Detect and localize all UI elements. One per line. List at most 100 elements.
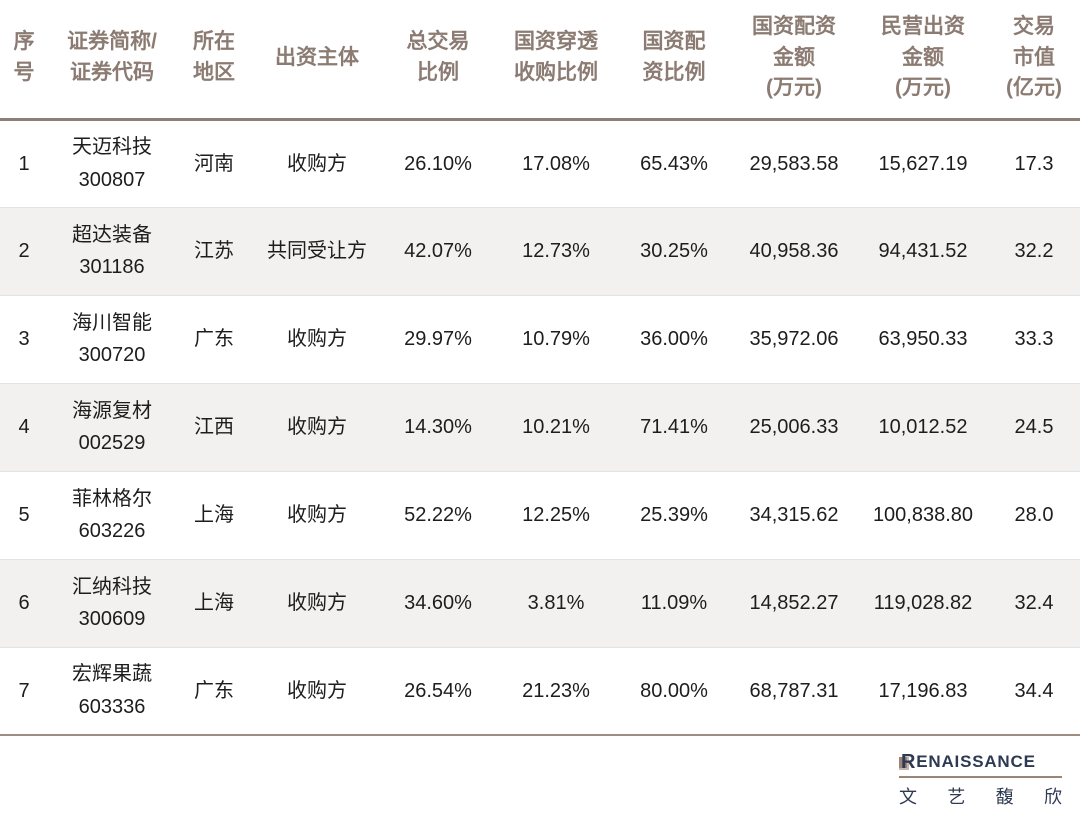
cell-security-name: 天迈科技 (72, 136, 152, 159)
table-row: 4 海源复材 002529 江西 收购方 14.30% 10.21% 71.41… (0, 382, 1080, 471)
cell-region: 江西 (176, 382, 252, 471)
cell-security-code: 603336 (78, 695, 146, 718)
cell-index: 7 (0, 646, 48, 736)
table-body: 1 天迈科技 300807 河南 收购方 26.10% 17.08% 65.43… (0, 119, 1080, 736)
col-header-entity: 出资主体 (252, 0, 382, 121)
header-row: 序 号 证券简称/ 证券代码 所在 地区 出资主体 总交易 比例 国资穿透 收购… (0, 0, 1080, 121)
cell-state-amount: 29,583.58 (749, 152, 839, 175)
cell-market-value: 28.0 (988, 470, 1080, 559)
cell-security: 天迈科技 300807 (48, 119, 176, 207)
cell-state-amount: 68,787.31 (730, 646, 858, 736)
cell-index: 1 (18, 152, 30, 175)
cell-penetration-ratio: 10.21% (494, 382, 618, 471)
cell-private-amount: 17,196.83 (858, 646, 988, 736)
cell-entity: 收购方 (252, 646, 382, 736)
cell-total-ratio: 26.54% (382, 646, 494, 736)
cell-penetration-ratio: 12.25% (494, 470, 618, 559)
cell-security: 海川智能 300720 (48, 294, 176, 383)
cell-security: 宏辉果蔬 603336 (48, 646, 176, 736)
table-row: 5 菲林格尔 603226 上海 收购方 52.22% 12.25% 25.39… (0, 470, 1080, 559)
logo-wordmark-rest: ENAISSANCE (916, 752, 1036, 771)
table-row: 6 汇纳科技 300609 上海 收购方 34.60% 3.81% 11.09%… (0, 558, 1080, 647)
col-header-security: 证券简称/ 证券代码 (48, 0, 176, 121)
cell-security-code: 300720 (78, 344, 146, 366)
cell-security: 汇纳科技 300609 (48, 558, 176, 647)
cell-region: 上海 (176, 470, 252, 559)
table-row: 2 超达装备 301186 江苏 共同受让方 42.07% 12.73% 30.… (0, 206, 1080, 295)
cell-security: 超达装备 301186 (48, 206, 176, 295)
cell-index: 4 (0, 382, 48, 471)
col-header-total-ratio: 总交易 比例 (382, 0, 494, 121)
cell-region: 广东 (176, 646, 252, 736)
cell-penetration-ratio: 21.23% (494, 646, 618, 736)
cell-allocation-ratio: 80.00% (618, 646, 730, 736)
logo-square-mark-icon (899, 757, 909, 770)
cell-security-code: 300609 (78, 608, 146, 630)
table-row: 1 天迈科技 300807 河南 收购方 26.10% 17.08% 65.43… (0, 119, 1080, 207)
cell-total-ratio: 34.60% (382, 558, 494, 647)
state-capital-acquisition-table: 序 号 证券简称/ 证券代码 所在 地区 出资主体 总交易 比例 国资穿透 收购… (0, 0, 1080, 736)
cell-total-ratio: 14.30% (382, 382, 494, 471)
table-header: 序 号 证券简称/ 证券代码 所在 地区 出资主体 总交易 比例 国资穿透 收购… (0, 0, 1080, 121)
cell-market-value: 32.4 (988, 558, 1080, 647)
col-header-state-amount: 国资配资 金额 (万元) (730, 0, 858, 121)
cell-allocation-ratio: 36.00% (618, 294, 730, 383)
cell-security-name: 菲林格尔 (72, 487, 152, 510)
cell-total-ratio: 26.10% (404, 152, 472, 175)
cell-security-name: 海源复材 (72, 399, 152, 422)
cell-region: 河南 (194, 152, 234, 175)
cell-private-amount: 100,838.80 (858, 470, 988, 559)
cell-market-value: 34.4 (988, 646, 1080, 736)
logo-initial-letter: R (901, 751, 917, 773)
cell-allocation-ratio: 71.41% (618, 382, 730, 471)
cell-security-code: 603226 (78, 520, 146, 542)
cell-index: 3 (0, 294, 48, 383)
cell-penetration-ratio: 17.08% (522, 152, 590, 175)
cell-penetration-ratio: 3.81% (494, 558, 618, 647)
cell-entity: 共同受让方 (252, 206, 382, 295)
cell-total-ratio: 29.97% (382, 294, 494, 383)
cell-security-code: 002529 (78, 432, 146, 454)
table-row: 3 海川智能 300720 广东 收购方 29.97% 10.79% 36.00… (0, 294, 1080, 383)
col-header-market-value: 交易 市值 (亿元) (988, 0, 1080, 121)
cell-security-code: 300807 (78, 168, 146, 191)
cell-entity: 收购方 (252, 382, 382, 471)
col-header-region: 所在 地区 (176, 0, 252, 121)
col-header-index: 序 号 (0, 0, 48, 121)
cell-market-value: 33.3 (988, 294, 1080, 383)
cell-private-amount: 15,627.19 (878, 152, 968, 175)
cell-market-value: 17.3 (1014, 152, 1054, 175)
cell-allocation-ratio: 25.39% (618, 470, 730, 559)
cell-security-name: 超达装备 (72, 223, 152, 246)
cell-security-name: 汇纳科技 (72, 575, 152, 598)
cell-security-name: 宏辉果蔬 (72, 663, 152, 686)
cell-state-amount: 40,958.36 (730, 206, 858, 295)
cell-penetration-ratio: 12.73% (494, 206, 618, 295)
logo-wordmark: R ENAISSANCE (899, 752, 1062, 778)
cell-allocation-ratio: 65.43% (640, 152, 708, 175)
cell-state-amount: 25,006.33 (730, 382, 858, 471)
col-header-private-amount: 民营出资 金额 (万元) (858, 0, 988, 121)
cell-index: 2 (0, 206, 48, 295)
cell-private-amount: 119,028.82 (858, 558, 988, 647)
cell-region: 江苏 (176, 206, 252, 295)
cell-state-amount: 34,315.62 (730, 470, 858, 559)
cell-security-name: 海川智能 (72, 311, 152, 334)
cell-security: 菲林格尔 603226 (48, 470, 176, 559)
cell-total-ratio: 52.22% (382, 470, 494, 559)
cell-market-value: 24.5 (988, 382, 1080, 471)
logo-chinese-name: 文 艺 馥 欣 (899, 787, 1062, 807)
cell-private-amount: 94,431.52 (858, 206, 988, 295)
cell-penetration-ratio: 10.79% (494, 294, 618, 383)
cell-allocation-ratio: 30.25% (618, 206, 730, 295)
footer: R ENAISSANCE 文 艺 馥 欣 (0, 736, 1080, 809)
cell-entity: 收购方 (252, 470, 382, 559)
cell-state-amount: 14,852.27 (730, 558, 858, 647)
cell-private-amount: 10,012.52 (858, 382, 988, 471)
cell-private-amount: 63,950.33 (858, 294, 988, 383)
cell-entity: 收购方 (252, 558, 382, 647)
col-header-allocation-ratio: 国资配 资比例 (618, 0, 730, 121)
cell-index: 5 (0, 470, 48, 559)
table-row: 7 宏辉果蔬 603336 广东 收购方 26.54% 21.23% 80.00… (0, 646, 1080, 736)
